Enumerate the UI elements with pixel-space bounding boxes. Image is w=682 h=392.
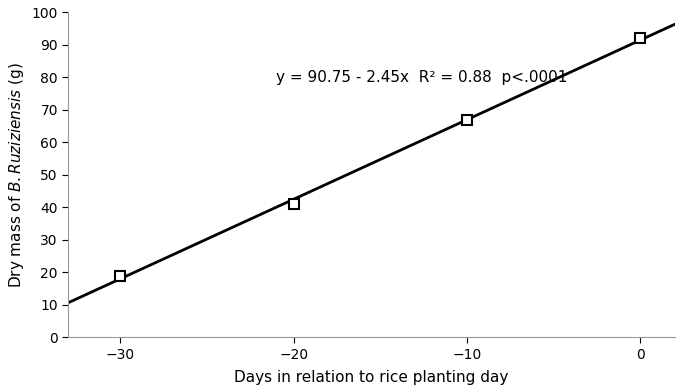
- Text: y = 90.75 - 2.45x  R² = 0.88  p<.0001: y = 90.75 - 2.45x R² = 0.88 p<.0001: [276, 70, 567, 85]
- Y-axis label: Dry mass of $\it{B. Ruziziensis}$ (g): Dry mass of $\it{B. Ruziziensis}$ (g): [7, 62, 26, 288]
- X-axis label: Days in relation to rice planting day: Days in relation to rice planting day: [235, 370, 509, 385]
